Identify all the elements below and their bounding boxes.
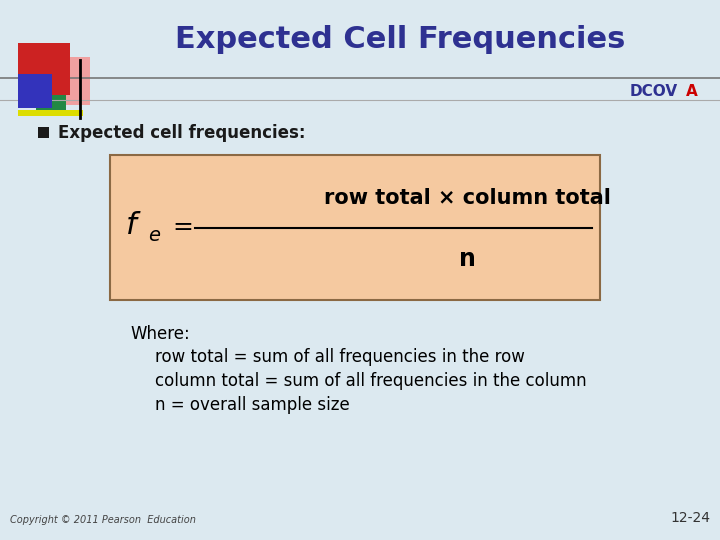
Bar	[18, 43, 70, 95]
Text: A: A	[686, 84, 698, 99]
Bar	[18, 74, 52, 108]
Bar	[18, 110, 83, 116]
Bar	[110, 155, 600, 300]
Text: n = overall sample size: n = overall sample size	[155, 396, 350, 414]
Text: Where:: Where:	[130, 325, 190, 343]
Text: row total × column total: row total × column total	[324, 188, 611, 208]
Bar	[42, 57, 90, 105]
Text: DCOV: DCOV	[630, 84, 678, 99]
Bar	[38, 127, 49, 138]
Text: row total = sum of all frequencies in the row: row total = sum of all frequencies in th…	[155, 348, 525, 366]
Text: Expected Cell Frequencies: Expected Cell Frequencies	[175, 25, 625, 55]
Text: 12-24: 12-24	[670, 511, 710, 525]
Text: $f$: $f$	[125, 211, 142, 240]
Bar	[36, 90, 66, 114]
Text: Copyright © 2011 Pearson  Education: Copyright © 2011 Pearson Education	[10, 515, 196, 525]
Text: Expected cell frequencies:: Expected cell frequencies:	[58, 124, 305, 142]
Text: column total = sum of all frequencies in the column: column total = sum of all frequencies in…	[155, 372, 587, 390]
Text: $=$: $=$	[168, 213, 193, 238]
Text: $e$: $e$	[148, 226, 161, 245]
Text: n: n	[459, 247, 476, 272]
